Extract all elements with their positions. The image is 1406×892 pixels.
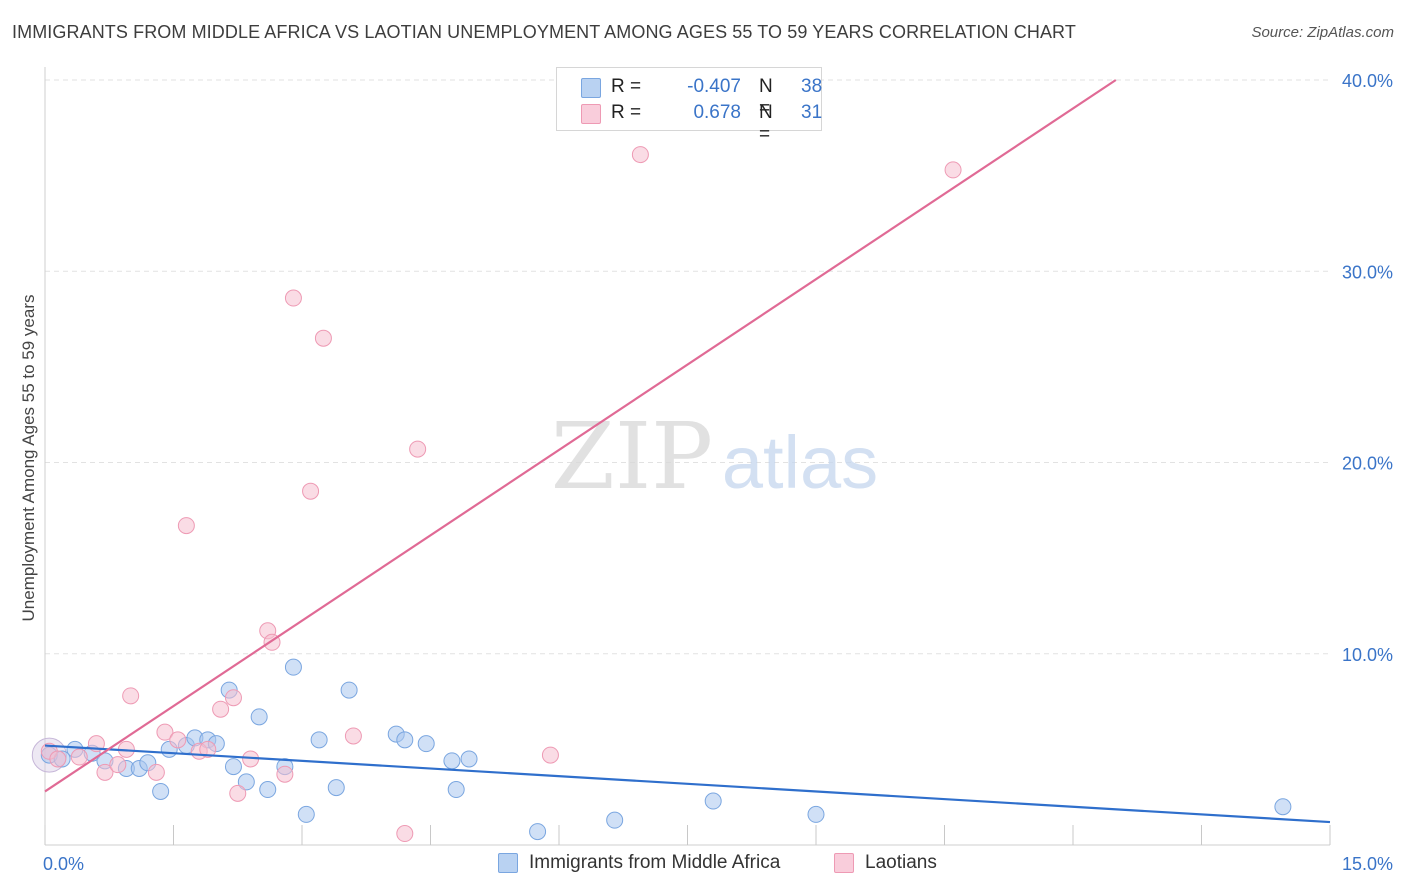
point-middle-africa bbox=[237, 773, 255, 791]
watermark: ZIP atlas bbox=[551, 403, 878, 510]
y-tick-label: 20.0% bbox=[1342, 454, 1393, 474]
point-laotians bbox=[631, 146, 649, 164]
correlation-legend: R = -0.407 N = 38 R = 0.678 N = 31 bbox=[556, 67, 823, 145]
point-middle-africa bbox=[396, 731, 414, 749]
tick-labels: 10.0% 20.0% 30.0% 40.0% 0.0% 15.0% bbox=[43, 71, 1393, 874]
legend-swatch-blue bbox=[581, 78, 601, 98]
data-points bbox=[31, 146, 1292, 843]
point-laotians bbox=[177, 517, 195, 535]
point-laotians bbox=[122, 687, 140, 705]
axes bbox=[44, 67, 1331, 846]
point-middle-africa bbox=[529, 823, 547, 841]
gridlines bbox=[45, 79, 1330, 655]
watermark-atlas: atlas bbox=[722, 421, 878, 504]
point-middle-africa bbox=[259, 781, 277, 799]
point-laotians bbox=[224, 689, 242, 707]
point-laotians bbox=[344, 727, 362, 745]
legend-r-label: R = bbox=[611, 102, 642, 123]
point-middle-africa bbox=[704, 792, 722, 810]
point-middle-africa bbox=[310, 731, 328, 749]
legend-swatch-pink bbox=[581, 104, 601, 124]
point-laotians bbox=[284, 289, 302, 307]
y-tick-label: 30.0% bbox=[1342, 262, 1393, 282]
y-tick-label: 40.0% bbox=[1342, 71, 1393, 91]
point-middle-africa bbox=[224, 758, 242, 776]
point-laotians bbox=[409, 440, 427, 458]
y-axis-label: Unemployment Among Ages 55 to 59 years bbox=[19, 295, 38, 622]
point-laotians bbox=[156, 723, 174, 741]
point-middle-africa bbox=[443, 752, 461, 770]
point-middle-africa bbox=[297, 805, 315, 823]
legend-swatch-pink bbox=[834, 853, 854, 873]
point-middle-africa bbox=[807, 805, 825, 823]
point-middle-africa bbox=[284, 658, 302, 676]
point-laotians bbox=[276, 765, 294, 783]
x-tick-label: 0.0% bbox=[43, 854, 84, 874]
point-laotians bbox=[169, 731, 187, 749]
legend-n-value: 38 bbox=[801, 76, 823, 97]
legend-r-label: R = bbox=[611, 76, 642, 97]
point-laotians bbox=[396, 825, 414, 843]
point-laotians bbox=[70, 748, 88, 766]
point-middle-africa bbox=[606, 811, 624, 829]
point-laotians bbox=[212, 700, 230, 718]
point-laotians bbox=[109, 756, 127, 774]
point-laotians bbox=[147, 763, 165, 781]
point-laotians bbox=[229, 784, 247, 802]
source-credit: Source: ZipAtlas.com bbox=[1251, 24, 1394, 41]
point-middle-africa bbox=[417, 735, 435, 753]
legend-label-laotians: Laotians bbox=[865, 852, 937, 873]
point-laotians bbox=[302, 482, 320, 500]
legend-n-label: N = bbox=[759, 76, 773, 119]
point-laotians bbox=[541, 746, 559, 764]
y-tick-label: 10.0% bbox=[1342, 645, 1393, 665]
point-middle-africa bbox=[152, 782, 170, 800]
chart-title: IMMIGRANTS FROM MIDDLE AFRICA VS LAOTIAN… bbox=[12, 22, 1076, 42]
point-laotians bbox=[199, 740, 217, 758]
trend-lines bbox=[44, 79, 1331, 824]
legend-n-label: N = bbox=[759, 102, 773, 145]
point-laotians bbox=[314, 329, 332, 347]
legend-r-value: -0.407 bbox=[687, 76, 741, 97]
point-middle-africa bbox=[340, 681, 358, 699]
point-laotians bbox=[944, 161, 962, 179]
legend-label-middle-africa: Immigrants from Middle Africa bbox=[529, 852, 781, 873]
legend-r-value: 0.678 bbox=[693, 102, 741, 123]
legend-swatch-blue bbox=[498, 853, 518, 873]
trend-line-middle-africa bbox=[44, 744, 1331, 824]
point-middle-africa bbox=[327, 779, 345, 797]
point-laotians bbox=[49, 750, 67, 768]
point-laotians bbox=[96, 763, 114, 781]
watermark-zip: ZIP bbox=[551, 403, 713, 510]
x-tick-label: 15.0% bbox=[1342, 854, 1393, 874]
legend-n-value: 31 bbox=[801, 102, 823, 123]
point-middle-africa bbox=[447, 781, 465, 799]
point-middle-africa bbox=[250, 708, 268, 726]
point-middle-africa bbox=[1274, 798, 1292, 816]
trend-line-laotians bbox=[44, 79, 1117, 793]
point-middle-africa bbox=[460, 750, 478, 768]
